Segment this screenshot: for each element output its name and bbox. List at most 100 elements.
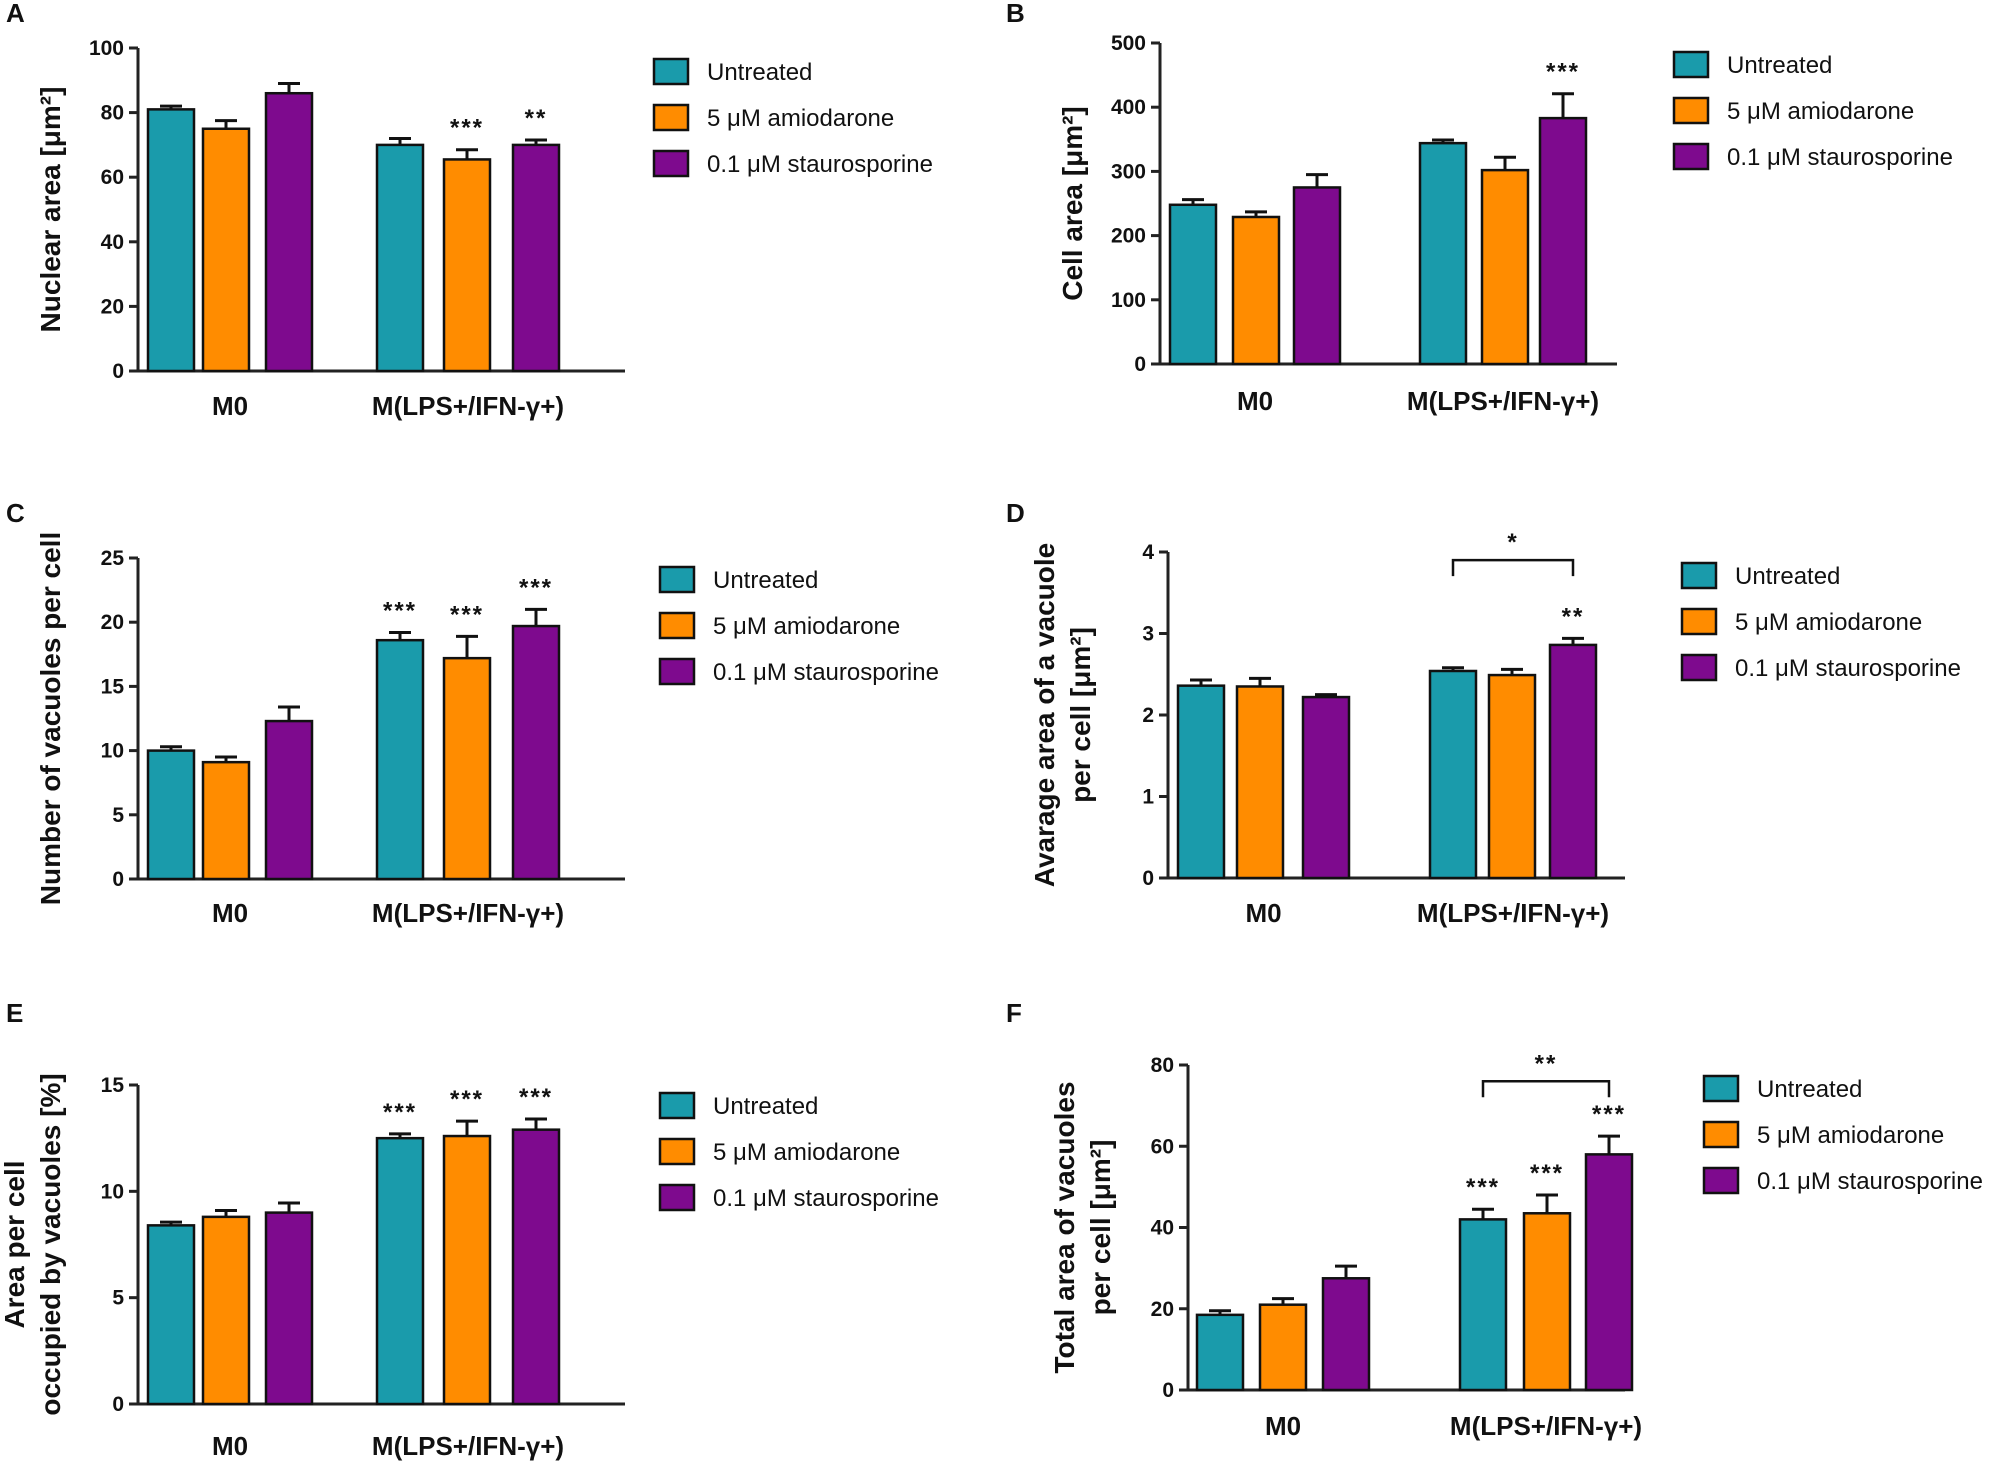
panel-letter: D: [1006, 498, 1025, 528]
bar: [1548, 643, 1598, 880]
significance-label: ***: [1466, 1174, 1500, 1201]
x-category-label: M0: [212, 898, 248, 928]
legend-label: 0.1 μM staurosporine: [1727, 144, 1953, 171]
bar: [511, 624, 561, 881]
comparison-bracket: [1481, 1080, 1611, 1098]
y-tick-label: 0: [1162, 1379, 1174, 1402]
bar: [1480, 168, 1530, 366]
panel-letter: C: [6, 498, 25, 528]
bar: [1168, 203, 1218, 366]
significance-label: ***: [1592, 1101, 1626, 1128]
y-tick-label: 20: [1151, 1298, 1174, 1321]
legend-label: 5 μM amiodarone: [1727, 98, 1914, 125]
bar: [1428, 669, 1478, 880]
bar: [264, 91, 314, 373]
bar: [201, 127, 251, 373]
x-category-label: M(LPS+/IFN-γ+): [1450, 1411, 1642, 1441]
y-axis-label: per cell [μm²]: [1065, 627, 1096, 803]
y-tick-label: 40: [101, 231, 124, 254]
y-tick-label: 100: [89, 37, 124, 60]
legend-swatch: [658, 1091, 696, 1120]
bar: [1458, 1218, 1508, 1392]
legend-swatch: [1702, 1120, 1740, 1149]
panel-b: B 0 100 200 300 400 500 Cell area [μm²] *** M0 M(L…: [1006, 0, 1953, 416]
y-tick-label: 4: [1142, 541, 1154, 564]
bar: [1487, 673, 1537, 880]
x-category-label: M0: [212, 1431, 248, 1461]
legend-swatch: [1702, 1074, 1740, 1103]
significance-label: ***: [519, 1084, 553, 1111]
y-tick-label: 20: [101, 295, 124, 318]
comparison-bracket: [1451, 558, 1575, 577]
bracket-significance-label: **: [1535, 1050, 1558, 1077]
y-tick-label: 60: [1151, 1135, 1174, 1158]
y-tick-label: 0: [112, 1393, 124, 1416]
x-category-label: M(LPS+/IFN-γ+): [1417, 898, 1609, 928]
panel-e: E 0 5 10 15 Area per cell occupied by vacuoles…: [0, 998, 939, 1461]
y-tick-label: 300: [1111, 160, 1146, 183]
x-category-label: M0: [212, 391, 248, 421]
bar: [1538, 116, 1588, 366]
significance-label: ***: [450, 1086, 484, 1113]
y-tick-label: 200: [1111, 225, 1146, 248]
panel-d: D 0 1 2 3 4 Avarage area of a vacuole per cell …: [1006, 498, 1961, 928]
legend-label: Untreated: [1735, 563, 1840, 590]
y-tick-label: 1: [1142, 786, 1154, 809]
legend-label: Untreated: [707, 59, 812, 86]
legend-swatch: [658, 657, 696, 686]
legend-swatch: [1680, 607, 1718, 636]
y-tick-label: 0: [112, 360, 124, 383]
y-tick-label: 80: [101, 102, 124, 125]
y-axis-label: Avarage area of a vacuole: [1029, 543, 1060, 887]
bar: [146, 108, 196, 373]
panel-letter: B: [1006, 0, 1025, 28]
legend-label: 5 μM amiodarone: [713, 613, 900, 640]
significance-label: ***: [450, 115, 484, 142]
bar: [1258, 1303, 1308, 1392]
y-tick-label: 0: [1142, 867, 1154, 890]
y-tick-label: 10: [101, 1180, 124, 1203]
bar: [1418, 141, 1468, 366]
bar: [442, 656, 492, 881]
legend-swatch: [658, 1137, 696, 1166]
y-tick-label: 5: [112, 804, 124, 827]
bar: [1231, 215, 1281, 366]
legend-label: Untreated: [1757, 1076, 1862, 1103]
significance-label: ***: [450, 601, 484, 628]
bar: [264, 1211, 314, 1406]
legend-label: Untreated: [713, 567, 818, 594]
bar: [1301, 695, 1351, 880]
legend-swatch: [1672, 50, 1710, 79]
legend-label: 0.1 μM staurosporine: [1735, 655, 1961, 682]
y-axis-label: per cell [μm²]: [1085, 1140, 1116, 1316]
bar: [201, 1215, 251, 1406]
bar: [264, 719, 314, 881]
y-tick-label: 15: [101, 675, 125, 698]
y-tick-label: 0: [112, 868, 124, 891]
y-axis-label: Nuclear area [μm²]: [35, 87, 66, 333]
bar: [442, 158, 492, 373]
significance-label: ***: [1546, 59, 1580, 86]
y-tick-label: 10: [101, 740, 124, 763]
y-tick-label: 400: [1111, 96, 1146, 119]
legend-swatch: [1702, 1166, 1740, 1195]
bar: [1292, 186, 1342, 366]
legend-swatch: [1680, 653, 1718, 682]
legend-label: 0.1 μM staurosporine: [1757, 1168, 1983, 1195]
bar: [375, 143, 425, 373]
bar: [511, 143, 561, 373]
y-tick-label: 2: [1142, 704, 1154, 727]
panel-c: C 0 5 10 15 20 25 Number of vacuoles per cell **…: [6, 498, 939, 928]
legend-swatch: [1680, 561, 1718, 590]
significance-label: ***: [383, 597, 417, 624]
legend-swatch: [658, 611, 696, 640]
bar: [146, 1224, 196, 1406]
y-tick-label: 3: [1142, 623, 1154, 646]
panel-f: F 0 20 40 60 80 Total area of vacuoles per cell…: [1006, 998, 1983, 1441]
legend-swatch: [1672, 142, 1710, 171]
legend-label: 0.1 μM staurosporine: [713, 1185, 939, 1212]
legend-label: Untreated: [1727, 52, 1832, 79]
